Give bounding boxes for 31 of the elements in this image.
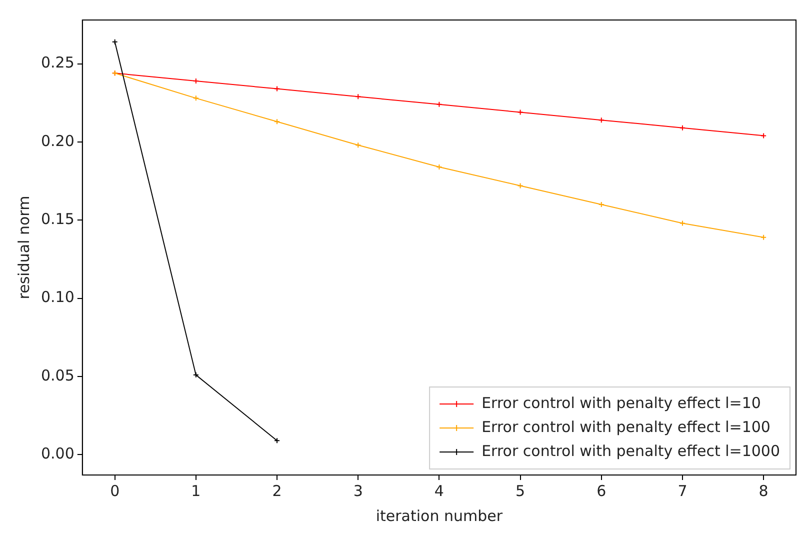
point [598, 117, 604, 124]
x-axis-title: iteration number [376, 506, 504, 525]
y-tick-label: 0.10 [40, 288, 74, 306]
point [436, 101, 442, 108]
point [517, 182, 524, 189]
point [517, 109, 524, 116]
y-tick-label: 0.20 [40, 132, 74, 150]
x-tick-label: 6 [596, 482, 606, 500]
y-axis-title: residual norm [14, 196, 33, 300]
point [679, 124, 686, 131]
x-tick-label: 8 [758, 482, 768, 500]
x-tick-label: 3 [353, 482, 363, 500]
point [355, 142, 362, 148]
y-tick-label: 0.05 [40, 366, 74, 384]
point [192, 372, 199, 378]
x-tick-label: 0 [110, 482, 120, 500]
x-tick-label: 4 [434, 482, 444, 500]
y-tick-label: 0.25 [40, 54, 74, 72]
x-tick-label: 7 [678, 482, 688, 500]
legend-label: Error control with penalty effect l=1000 [482, 442, 780, 460]
legend-label: Error control with penalty effect l=100 [482, 418, 770, 436]
x-tick-label: 2 [272, 482, 282, 500]
y-tick-label: 0.15 [40, 210, 74, 228]
point [598, 202, 604, 208]
legend-label: Error control with penalty effect l=10 [482, 394, 761, 412]
y-tick-label: 0.00 [40, 444, 74, 463]
point [192, 95, 199, 102]
point [679, 220, 686, 226]
point [355, 94, 362, 100]
x-tick-label: 5 [516, 482, 526, 500]
x-tick-label: 1 [191, 482, 201, 500]
